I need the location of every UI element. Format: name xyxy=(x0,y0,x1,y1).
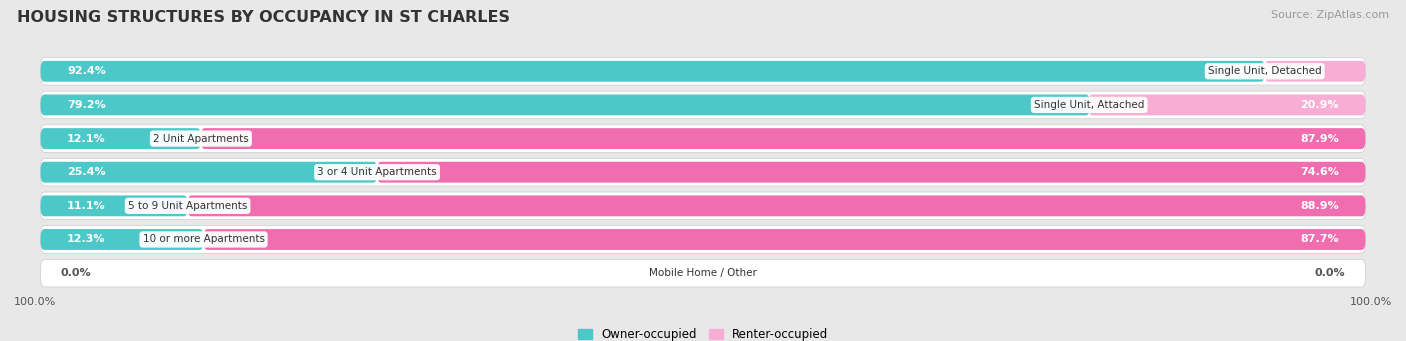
FancyBboxPatch shape xyxy=(41,128,201,149)
Text: 100.0%: 100.0% xyxy=(14,297,56,307)
FancyBboxPatch shape xyxy=(377,162,1365,183)
Text: 74.6%: 74.6% xyxy=(1301,167,1339,177)
FancyBboxPatch shape xyxy=(41,91,1365,119)
Text: Single Unit, Detached: Single Unit, Detached xyxy=(1208,66,1322,76)
FancyBboxPatch shape xyxy=(41,58,1365,85)
Text: 25.4%: 25.4% xyxy=(67,167,105,177)
FancyBboxPatch shape xyxy=(41,159,1365,186)
Text: Mobile Home / Other: Mobile Home / Other xyxy=(650,268,756,278)
FancyBboxPatch shape xyxy=(41,226,1365,253)
Text: 87.9%: 87.9% xyxy=(1301,134,1339,144)
Text: 2 Unit Apartments: 2 Unit Apartments xyxy=(153,134,249,144)
FancyBboxPatch shape xyxy=(41,61,1265,82)
Text: Source: ZipAtlas.com: Source: ZipAtlas.com xyxy=(1271,10,1389,20)
Text: 10 or more Apartments: 10 or more Apartments xyxy=(142,235,264,244)
FancyBboxPatch shape xyxy=(1088,94,1365,115)
Text: 87.7%: 87.7% xyxy=(1301,235,1339,244)
Text: 12.3%: 12.3% xyxy=(67,235,105,244)
FancyBboxPatch shape xyxy=(41,125,1365,152)
Text: HOUSING STRUCTURES BY OCCUPANCY IN ST CHARLES: HOUSING STRUCTURES BY OCCUPANCY IN ST CH… xyxy=(17,10,510,25)
FancyBboxPatch shape xyxy=(204,229,1365,250)
FancyBboxPatch shape xyxy=(1265,61,1365,82)
Text: 92.4%: 92.4% xyxy=(67,66,105,76)
Text: 88.9%: 88.9% xyxy=(1301,201,1339,211)
FancyBboxPatch shape xyxy=(187,195,1365,216)
FancyBboxPatch shape xyxy=(41,94,1090,115)
Text: 20.9%: 20.9% xyxy=(1301,100,1339,110)
Text: 12.1%: 12.1% xyxy=(67,134,105,144)
FancyBboxPatch shape xyxy=(41,162,377,183)
Text: 7.6%: 7.6% xyxy=(1220,66,1251,76)
FancyBboxPatch shape xyxy=(41,195,187,216)
FancyBboxPatch shape xyxy=(41,259,1365,287)
FancyBboxPatch shape xyxy=(41,229,204,250)
Text: 5 to 9 Unit Apartments: 5 to 9 Unit Apartments xyxy=(128,201,247,211)
Text: 3 or 4 Unit Apartments: 3 or 4 Unit Apartments xyxy=(318,167,437,177)
Text: 0.0%: 0.0% xyxy=(1315,268,1346,278)
Text: 0.0%: 0.0% xyxy=(60,268,91,278)
FancyBboxPatch shape xyxy=(201,128,1365,149)
Text: Single Unit, Attached: Single Unit, Attached xyxy=(1033,100,1144,110)
Text: 100.0%: 100.0% xyxy=(1350,297,1392,307)
Legend: Owner-occupied, Renter-occupied: Owner-occupied, Renter-occupied xyxy=(572,323,834,341)
Text: 11.1%: 11.1% xyxy=(67,201,105,211)
FancyBboxPatch shape xyxy=(41,192,1365,220)
Text: 79.2%: 79.2% xyxy=(67,100,105,110)
